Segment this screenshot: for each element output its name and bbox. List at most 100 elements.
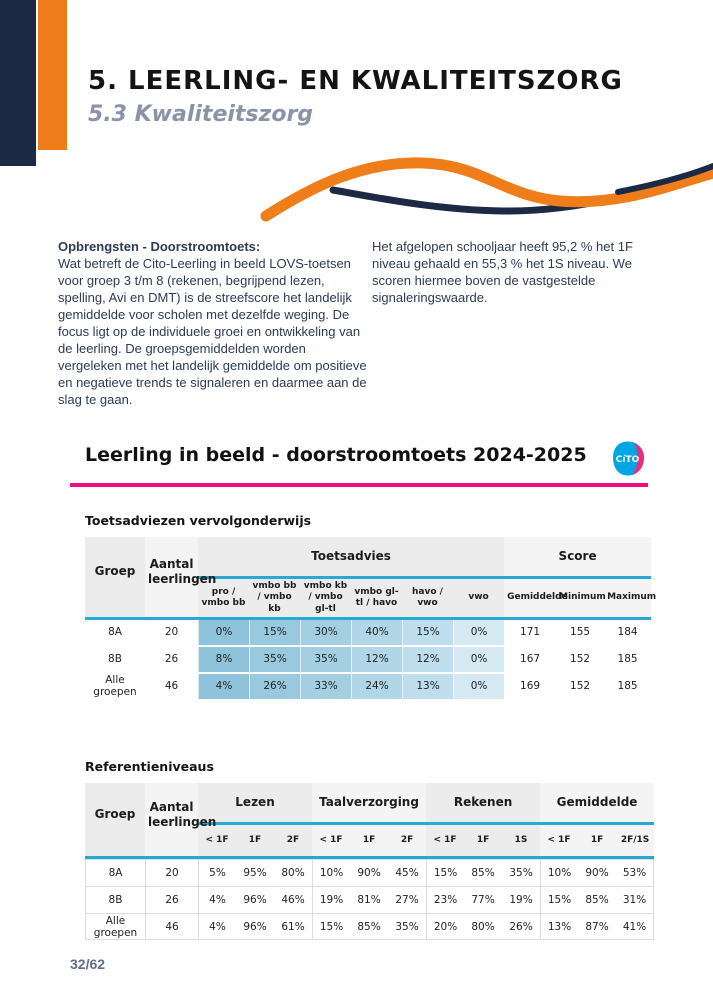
cell-value: 4% [198, 886, 236, 913]
cell-value: 15% [426, 859, 465, 886]
cell-value: 80% [274, 859, 313, 886]
page-title: 5. LEERLING- EN KWALITEITSZORG [88, 66, 623, 96]
table2-group-lezen: Lezen [198, 783, 313, 825]
referentieniveaus-table: Groep Aantal leerlingen Lezen Taalverzor… [85, 783, 655, 940]
cell-value: 45% [388, 859, 427, 886]
table1-row-8a: 8A 20 0% 15% 30% 40% 15% 0% 171 155 184 [85, 619, 652, 647]
cell-value: 19% [312, 886, 351, 913]
table1-col-header: pro / vmbo bb [198, 579, 249, 620]
table2-col-header: 1F [350, 825, 389, 859]
cell-value: 13% [540, 913, 579, 940]
table2-group-rekenen: Rekenen [426, 783, 541, 825]
cell-advies: 33% [300, 673, 351, 701]
cell-groep: Alle groepen [85, 913, 145, 940]
table2-col-header: 1F [578, 825, 617, 859]
table2-group-gemiddelde: Gemiddelde [540, 783, 655, 825]
cell-score: 185 [604, 673, 652, 701]
cell-advies: 0% [453, 646, 505, 674]
cell-advies: 4% [198, 673, 249, 701]
cell-groep: 8A [85, 859, 145, 886]
table2-col-header: < 1F [198, 825, 236, 859]
table1-group-score: Score [504, 537, 652, 579]
cell-value: 41% [616, 913, 655, 940]
intro-right-column: Het afgelopen schooljaar heeft 95,2 % he… [372, 238, 668, 306]
cell-value: 53% [616, 859, 655, 886]
cell-advies: 8% [198, 646, 249, 674]
cell-value: 5% [198, 859, 236, 886]
page-number: 32/62 [70, 956, 106, 972]
table2-caption: Referentieniveaus [85, 759, 214, 774]
intro-left-column: Opbrengsten - Doorstroomtoets: Wat betre… [58, 238, 372, 408]
cell-aantal: 20 [145, 619, 198, 647]
intro-body-right: Het afgelopen schooljaar heeft 95,2 % he… [372, 239, 633, 305]
cell-aantal: 46 [145, 673, 198, 701]
cell-groep: 8B [85, 886, 145, 913]
table2-col-header: 2F [388, 825, 427, 859]
cell-value: 85% [350, 913, 389, 940]
cell-advies: 30% [300, 619, 351, 647]
cell-value: 20% [426, 913, 465, 940]
cell-advies: 40% [351, 619, 402, 647]
cell-value: 85% [578, 886, 617, 913]
cell-aantal: 46 [145, 913, 198, 940]
cell-score: 185 [604, 646, 652, 674]
cell-value: 87% [578, 913, 617, 940]
cell-advies: 0% [453, 619, 505, 647]
table1-col-header: Minimum [556, 579, 606, 620]
cell-value: 15% [540, 886, 579, 913]
cell-value: 4% [198, 913, 236, 940]
cell-advies: 0% [453, 673, 505, 701]
cell-value: 15% [312, 913, 351, 940]
table2-col-header: < 1F [426, 825, 465, 859]
cell-score: 152 [556, 673, 605, 701]
table1-col-header: havo / vwo [402, 579, 453, 620]
cell-groep: 8B [85, 646, 145, 674]
cell-value: 95% [236, 859, 274, 886]
table2-col-header: < 1F [312, 825, 351, 859]
cell-score: 171 [504, 619, 557, 647]
cell-value: 10% [312, 859, 351, 886]
cell-value: 80% [464, 913, 503, 940]
cell-advies: 12% [351, 646, 402, 674]
cell-value: 46% [274, 886, 313, 913]
cell-value: 10% [540, 859, 579, 886]
cell-groep: 8A [85, 619, 145, 647]
cell-value: 26% [502, 913, 541, 940]
cell-value: 35% [502, 859, 541, 886]
table2-col-header: < 1F [540, 825, 579, 859]
table2-row-alle-groepen: Alle groepen 46 4% 96% 61% 15% 85% 35% 2… [85, 913, 655, 940]
page-subtitle: 5.3 Kwaliteitszorg [88, 102, 314, 127]
cell-value: 96% [236, 886, 274, 913]
table2-header-aantal: Aantal leerlingen [145, 783, 216, 859]
table1-row-alle-groepen: Alle groepen 46 4% 26% 33% 24% 13% 0% 16… [85, 673, 652, 701]
cell-score: 169 [504, 673, 557, 701]
cell-value: 19% [502, 886, 541, 913]
table2-col-header: 1F [464, 825, 503, 859]
cell-value: 90% [578, 859, 617, 886]
table2-row-8a: 8A 20 5% 95% 80% 10% 90% 45% 15% 85% 35%… [85, 859, 655, 886]
table1-group-toetsadvies: Toetsadvies [198, 537, 505, 579]
cell-value: 27% [388, 886, 427, 913]
cell-value: 61% [274, 913, 313, 940]
cell-aantal: 20 [145, 859, 198, 886]
cito-logo-text: CíTO [616, 455, 640, 465]
cell-value: 77% [464, 886, 503, 913]
cell-score: 167 [504, 646, 557, 674]
cell-value: 81% [350, 886, 389, 913]
corner-accent-orange [38, 0, 67, 150]
table1-col-header: vmbo kb / vmbo gl-tl [300, 579, 351, 620]
cell-advies: 12% [402, 646, 453, 674]
corner-accent-navy [0, 0, 36, 166]
table1-col-header: vmbo bb / vmbo kb [249, 579, 300, 620]
cell-advies: 26% [249, 673, 300, 701]
cell-value: 85% [464, 859, 503, 886]
table2-col-header: 2F/1S [616, 825, 655, 859]
table2-group-taalverzorging: Taalverzorging [312, 783, 427, 825]
table1-col-header: Maximum [604, 579, 656, 620]
table1-col-header: Gemiddelde [504, 579, 568, 620]
cell-advies: 15% [402, 619, 453, 647]
table2-row-8b: 8B 26 4% 96% 46% 19% 81% 27% 23% 77% 19%… [85, 886, 655, 913]
table2-col-header: 1S [502, 825, 541, 859]
cell-value: 96% [236, 913, 274, 940]
